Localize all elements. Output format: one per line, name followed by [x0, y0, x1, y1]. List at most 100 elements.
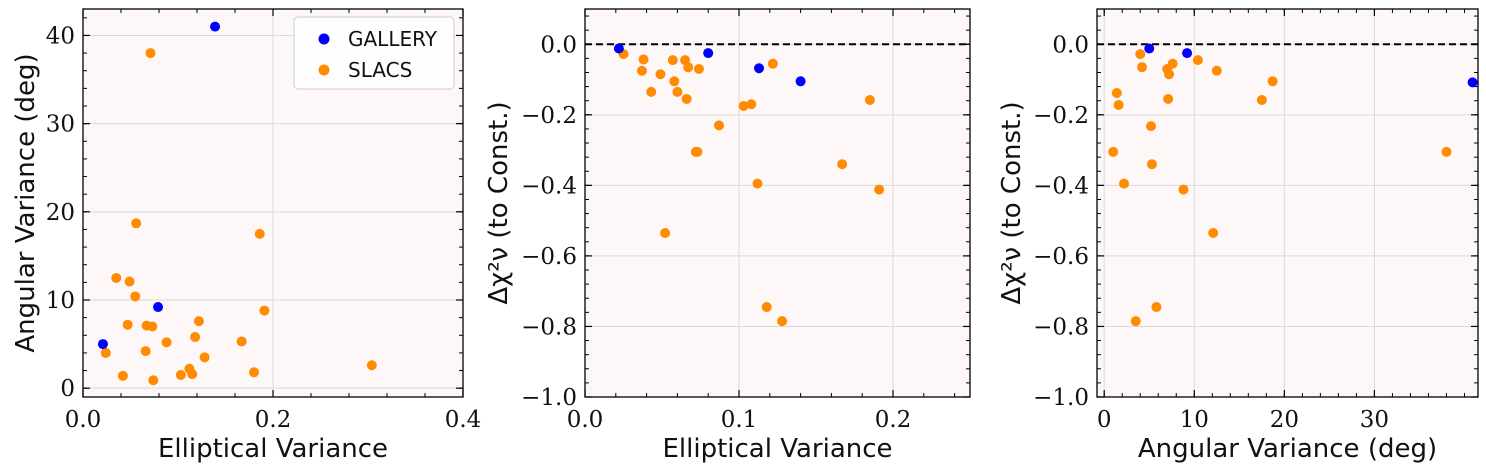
slacs-point — [1119, 178, 1130, 189]
axes-frame — [584, 8, 971, 398]
x-tick-label: 10 — [1180, 407, 1209, 433]
slacs-point — [148, 375, 159, 386]
slacs-point — [259, 305, 270, 316]
y-tick-label: 0.0 — [1052, 32, 1089, 58]
gallery-point — [1467, 77, 1478, 88]
slacs-point — [692, 146, 703, 157]
slacs-point — [693, 63, 704, 74]
slacs-point — [681, 93, 692, 104]
slacs-point — [147, 321, 158, 332]
slacs-point — [254, 228, 265, 239]
slacs-point — [752, 178, 763, 189]
slacs-point — [193, 316, 204, 327]
gallery-point — [97, 339, 108, 350]
slacs-point — [837, 159, 848, 170]
slacs-point — [874, 184, 885, 195]
x-axis-label: Angular Variance (deg) — [1138, 434, 1437, 464]
gallery-point — [703, 48, 714, 59]
slacs-point — [672, 86, 683, 97]
panel-2: 0.0 0.1 0.2 −1.0 −0.8 −0.6 −0.4 −0.2 0.0 Elliptic… — [484, 8, 971, 464]
y-tick-label: −1.0 — [1033, 385, 1089, 411]
slacs-point — [124, 276, 135, 287]
x-tick-label: 0.1 — [721, 407, 758, 433]
panel-1: 0.0 0.2 0.4 0 10 20 30 40 Elliptical Variance Ang… — [11, 8, 481, 464]
y-tick-label: 20 — [46, 200, 75, 226]
y-tick-label: −0.4 — [1033, 173, 1089, 199]
gallery-point — [1144, 43, 1155, 54]
slacs-point — [1267, 76, 1278, 87]
slacs-point — [767, 58, 778, 69]
slacs-point — [111, 272, 122, 283]
slacs-point — [190, 332, 201, 343]
legend: GALLERY SLACS — [293, 16, 455, 90]
slacs-point — [366, 360, 377, 371]
y-tick-label: 30 — [46, 112, 75, 138]
y-tick-label: −1.0 — [521, 385, 577, 411]
slacs-point — [1163, 93, 1174, 104]
y-tick-label: 40 — [46, 23, 75, 49]
slacs-point — [1137, 62, 1148, 73]
legend-marker-slacs — [318, 64, 330, 76]
slacs-point — [1108, 146, 1119, 157]
slacs-point — [1441, 146, 1452, 157]
legend-label: GALLERY — [348, 27, 438, 51]
slacs-point — [660, 227, 671, 238]
y-tick-label: −0.8 — [521, 314, 577, 340]
slacs-point — [1192, 55, 1203, 66]
gallery-point — [210, 21, 221, 32]
y-tick-label: −0.6 — [1033, 244, 1089, 270]
x-tick-label: 0.2 — [875, 407, 912, 433]
x-tick-label: 0.0 — [567, 407, 604, 433]
x-tick-label: 30 — [1360, 407, 1389, 433]
slacs-point — [145, 48, 156, 59]
axes-frame — [1096, 8, 1479, 398]
plot-area — [1097, 9, 1478, 397]
slacs-point — [1146, 159, 1157, 170]
y-tick-label: −0.4 — [521, 173, 577, 199]
slacs-point — [713, 120, 724, 131]
slacs-point — [669, 76, 680, 87]
slacs-point — [1111, 87, 1122, 98]
y-axis-label: Angular Variance (deg) — [11, 53, 41, 352]
legend-label: SLACS — [348, 58, 412, 82]
y-tick-label: 0 — [60, 376, 75, 402]
slacs-point — [122, 319, 133, 330]
panel-3: 0 10 20 30 −1.0 −0.8 −0.6 −0.4 −0.2 0.0 Angular Va… — [997, 8, 1479, 464]
gallery-point — [1182, 48, 1193, 59]
gallery-point — [153, 302, 164, 313]
slacs-point — [199, 352, 210, 363]
slacs-point — [746, 99, 757, 110]
slacs-point — [1208, 227, 1219, 238]
slacs-point — [131, 218, 142, 229]
slacs-point — [1256, 95, 1267, 106]
slacs-point — [140, 346, 151, 357]
slacs-point — [646, 86, 657, 97]
slacs-point — [1178, 184, 1189, 195]
slacs-point — [667, 55, 678, 66]
slacs-point — [638, 54, 649, 65]
slacs-point — [1164, 69, 1175, 80]
x-tick-label: 0 — [1097, 407, 1112, 433]
y-tick-label: 10 — [46, 288, 75, 314]
y-tick-label: −0.8 — [1033, 314, 1089, 340]
x-tick-label: 0.0 — [65, 407, 102, 433]
slacs-point — [761, 302, 772, 313]
y-tick-label: −0.2 — [1033, 103, 1089, 129]
slacs-point — [777, 316, 788, 327]
x-axis-label: Elliptical Variance — [158, 434, 388, 464]
y-axis-label: Δχ²ν (to Const.) — [484, 101, 514, 304]
slacs-point — [100, 347, 111, 358]
x-axis-label: Elliptical Variance — [662, 434, 892, 464]
slacs-point — [117, 370, 128, 381]
slacs-point — [1211, 65, 1222, 76]
slacs-point — [249, 367, 259, 378]
slacs-point — [738, 101, 749, 111]
y-tick-label: 0.0 — [540, 32, 577, 58]
slacs-point — [1113, 99, 1124, 110]
plot-area — [585, 9, 970, 397]
y-tick-label: −0.6 — [521, 244, 577, 270]
slacs-point — [683, 62, 694, 73]
x-tick-label: 0.2 — [255, 407, 292, 433]
x-tick-label: 20 — [1270, 407, 1299, 433]
y-tick-label: −0.2 — [521, 103, 577, 129]
